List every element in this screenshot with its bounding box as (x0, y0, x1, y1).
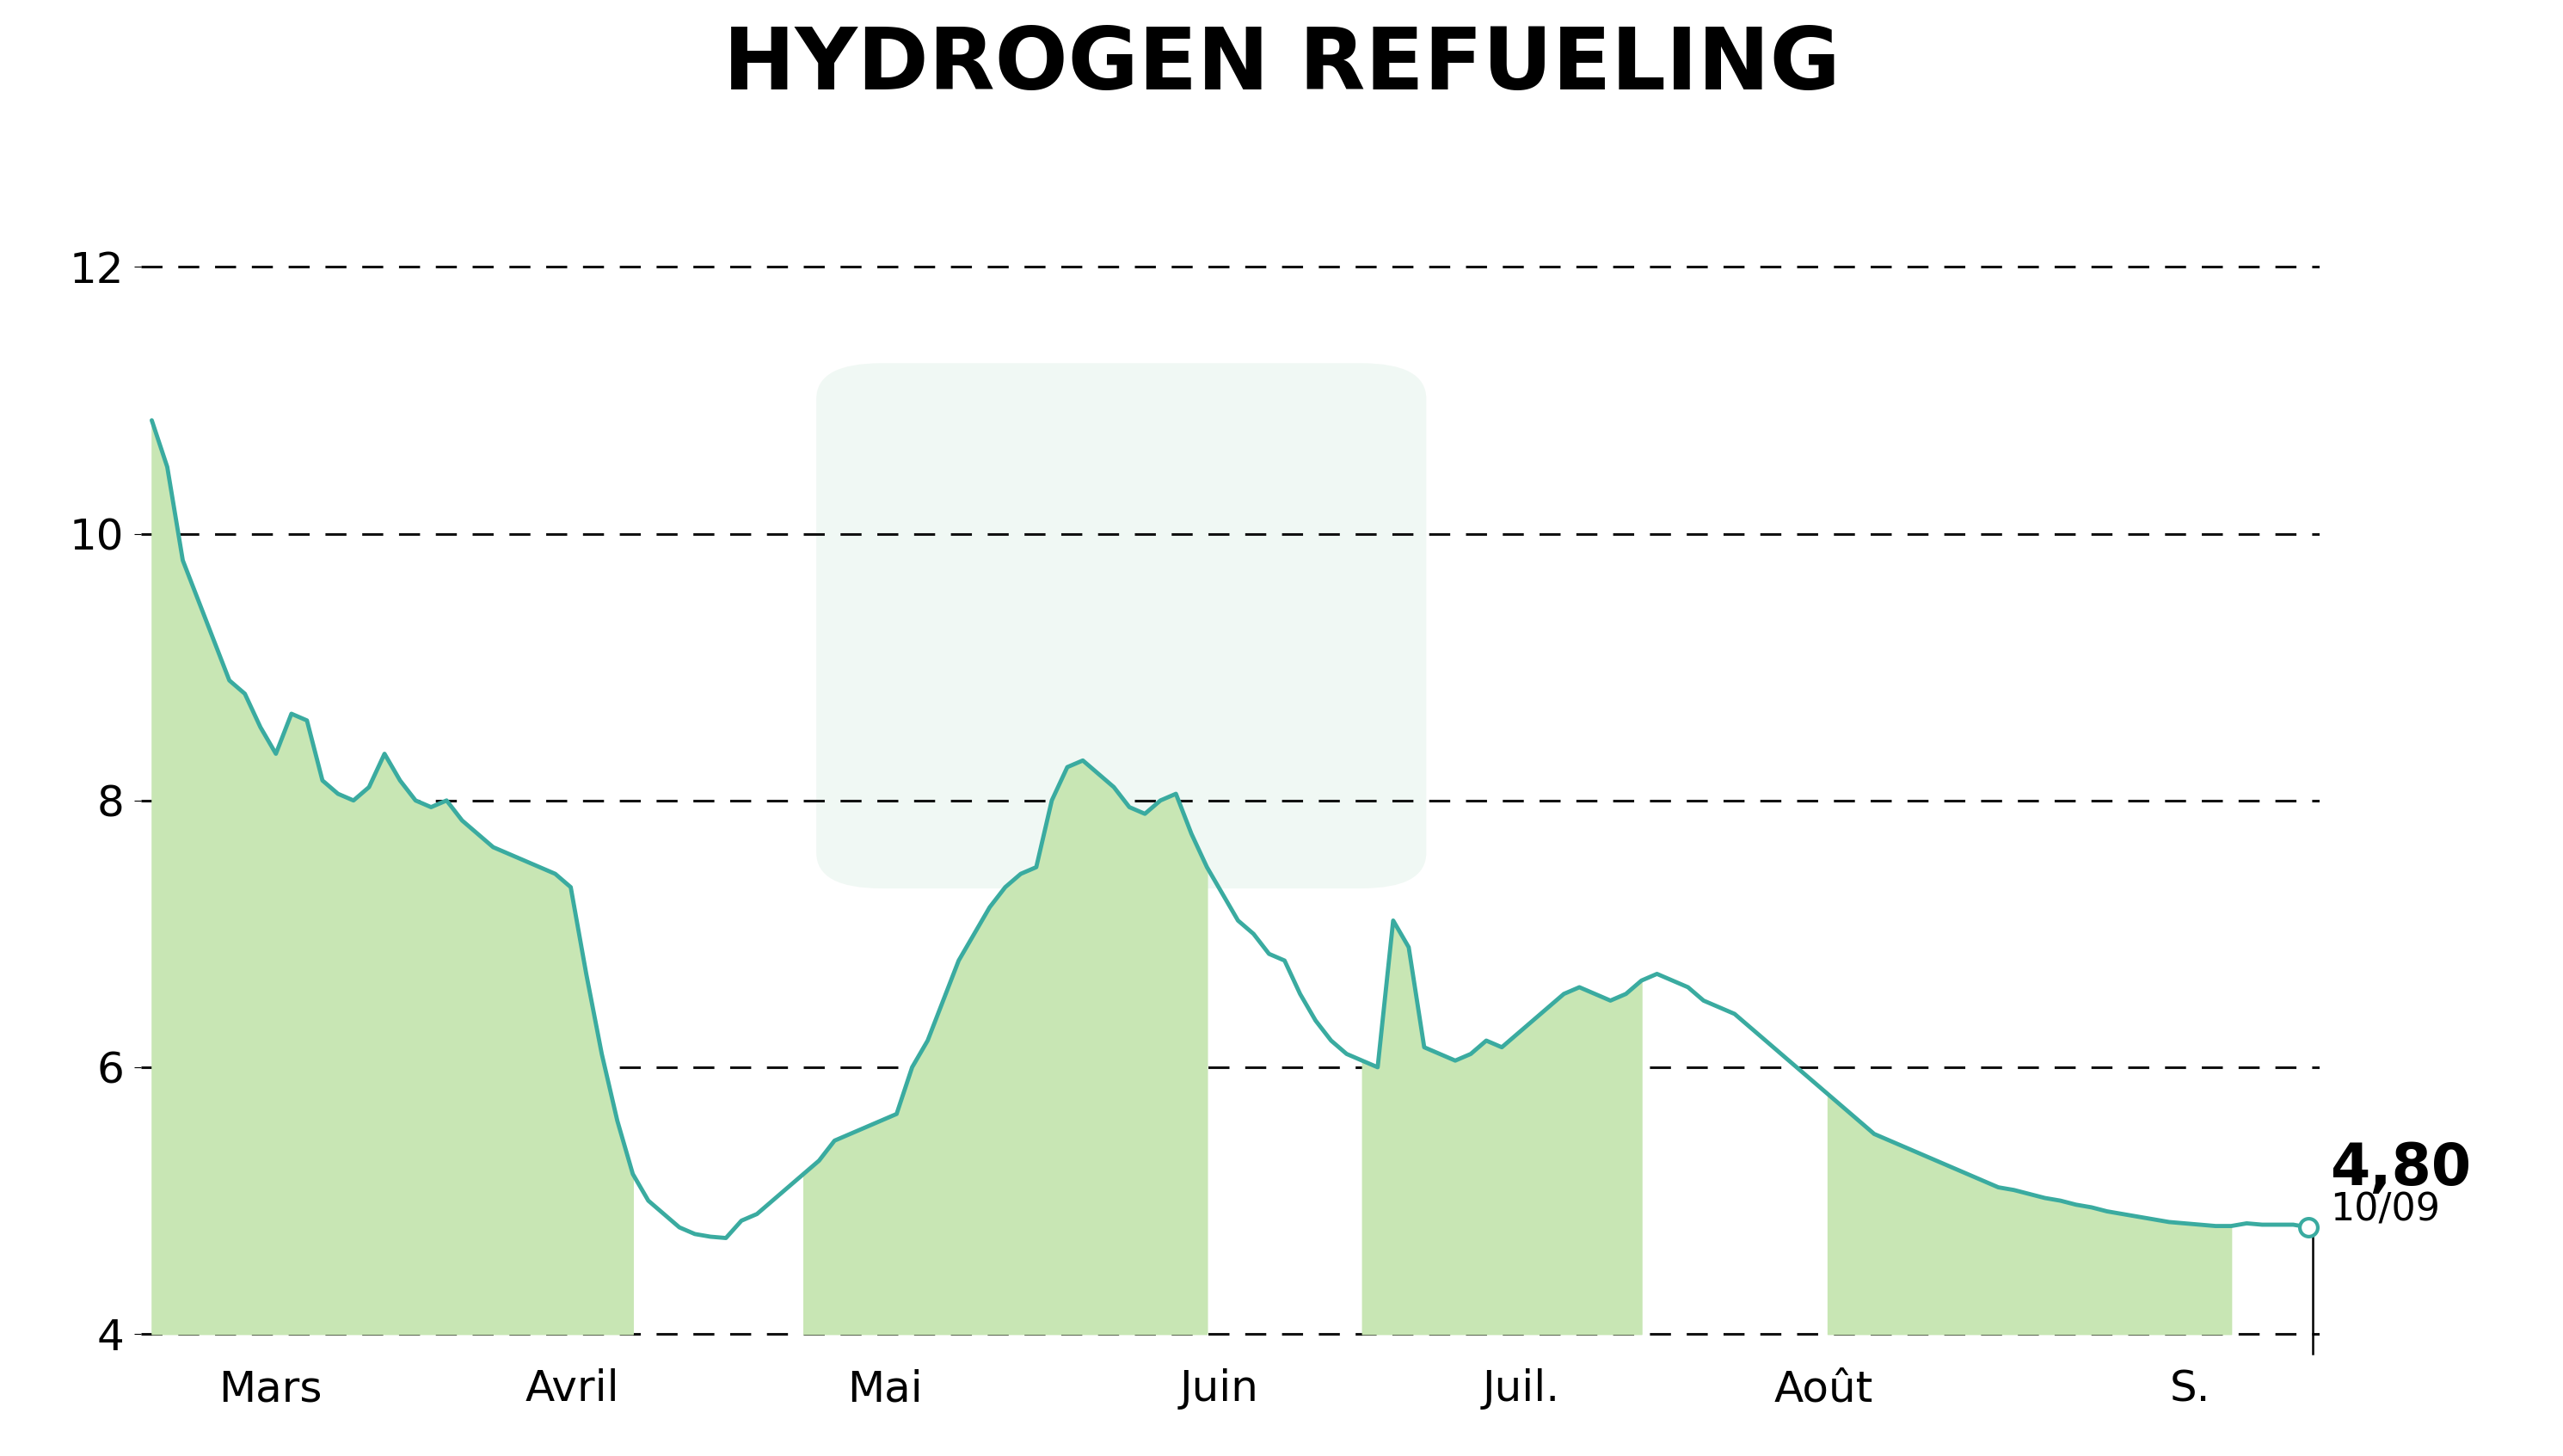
Text: HYDROGEN REFUELING: HYDROGEN REFUELING (723, 23, 1840, 108)
FancyBboxPatch shape (815, 363, 1428, 888)
Text: 10/09: 10/09 (2330, 1191, 2440, 1229)
Text: 4,80: 4,80 (2330, 1140, 2471, 1197)
